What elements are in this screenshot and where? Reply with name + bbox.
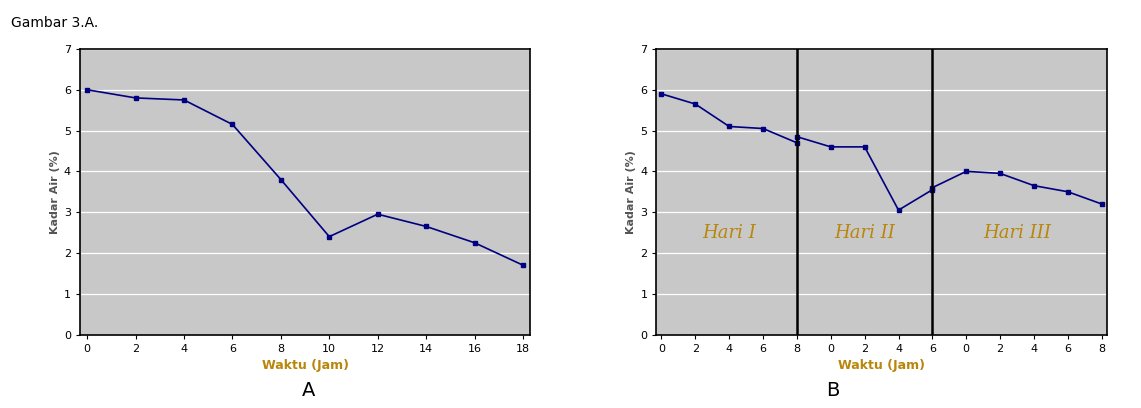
Text: Hari I: Hari I xyxy=(703,224,756,242)
Text: B: B xyxy=(826,381,840,400)
Text: Hari III: Hari III xyxy=(984,224,1051,242)
Text: Hari II: Hari II xyxy=(834,224,895,242)
Y-axis label: Kadar Air (%): Kadar Air (%) xyxy=(626,150,636,234)
Text: A: A xyxy=(301,381,315,400)
Y-axis label: Kadar Air (%): Kadar Air (%) xyxy=(49,150,59,234)
X-axis label: Waktu (Jam): Waktu (Jam) xyxy=(839,359,925,372)
Text: Gambar 3.A.: Gambar 3.A. xyxy=(11,16,98,30)
X-axis label: Waktu (Jam): Waktu (Jam) xyxy=(261,359,348,372)
